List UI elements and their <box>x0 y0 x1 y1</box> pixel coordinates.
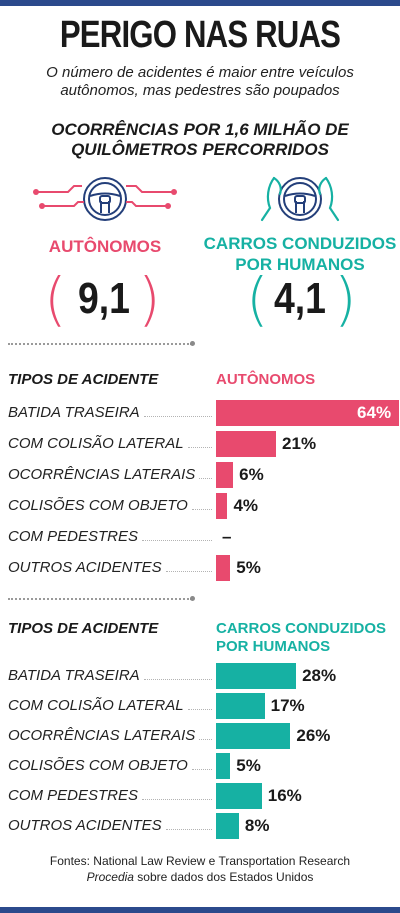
autonomous-leader-line <box>199 478 212 479</box>
autonomous-value-label: 21% <box>282 434 317 453</box>
human-category-label: COLISÕES COM OBJETO <box>8 757 188 774</box>
human-row: OCORRÊNCIAS LATERAIS 26% <box>8 723 400 749</box>
human-row: BATIDA TRASEIRA 28% <box>8 663 400 689</box>
autonomous-row: BATIDA TRASEIRA 64% <box>8 400 400 426</box>
human-bar <box>216 663 297 689</box>
right-bracket-autonomous: ) <box>138 265 161 333</box>
human-row: OUTROS ACIDENTES 8% <box>8 813 400 839</box>
human-category-label: COM COLISÃO LATERAL <box>8 697 184 714</box>
right-bracket-human: ) <box>334 265 357 333</box>
autonomous-bar <box>216 555 231 581</box>
autonomous-leader-line <box>191 509 212 510</box>
autonomous-category-label: BATIDA TRASEIRA <box>8 404 140 421</box>
human-value-label: 26% <box>296 726 331 745</box>
autonomous-category-label: COM COLISÃO LATERAL <box>8 435 184 452</box>
human-category-label: COM PEDESTRES <box>8 787 139 804</box>
section-2-series-label: CARROS CONDUZIDOS POR HUMANOS <box>216 620 387 655</box>
section-1-header: TIPOS DE ACIDENTE <box>8 371 159 388</box>
autonomous-leader-line <box>187 447 212 448</box>
separator-2-dot <box>190 596 195 601</box>
human-value-label: 16% <box>267 786 302 805</box>
human-row: COLISÕES COM OBJETO 5% <box>8 753 400 779</box>
autonomous-leader-line <box>143 416 212 417</box>
source-detail: sobre dados dos Estados Unidos <box>137 870 314 884</box>
human-value-label: 17% <box>270 696 305 715</box>
human-leader-line <box>165 829 212 830</box>
human-bar <box>216 723 291 749</box>
human-leader-line <box>199 739 212 740</box>
human-value-label: 8% <box>244 816 270 835</box>
separator-2 <box>8 598 192 600</box>
autonomous-category-label: OUTROS ACIDENTES <box>8 559 162 576</box>
autonomous-value-label: 4% <box>233 496 259 515</box>
left-bracket-autonomous: ( <box>44 265 67 333</box>
human-bar <box>216 783 262 809</box>
chart-subtitle: O número de acidentes é maior entre veíc… <box>46 64 354 99</box>
autonomous-rate-value: 9,1 <box>77 274 130 323</box>
steering-wheel-hands-icon <box>260 176 340 222</box>
autonomous-category-label: AUTÔNOMOS <box>48 237 162 256</box>
autonomous-bar <box>216 400 400 426</box>
left-bracket-human: ( <box>246 265 269 333</box>
source-footnote: Fontes: National Law Review e Transporta… <box>10 853 390 885</box>
autonomous-category-label: COLISÕES COM OBJETO <box>8 497 188 514</box>
autonomous-category-label: OCORRÊNCIAS LATERAIS <box>8 466 196 483</box>
autonomous-row: OUTROS ACIDENTES 5% <box>8 555 400 581</box>
autonomous-row: COLISÕES COM OBJETO 4% <box>8 493 400 519</box>
autonomous-row: OCORRÊNCIAS LATERAIS 6% <box>8 462 400 488</box>
human-row: COM COLISÃO LATERAL 17% <box>8 693 400 719</box>
separator-1-dot <box>190 341 195 346</box>
autonomous-leader-line <box>165 571 212 572</box>
top-frame-bar <box>0 0 400 6</box>
human-value-label: 28% <box>302 666 337 685</box>
human-category-label: OCORRÊNCIAS LATERAIS <box>8 727 196 744</box>
steering-wheel-circuit-icon <box>33 177 177 221</box>
section-2-header: TIPOS DE ACIDENTE <box>8 620 159 637</box>
autonomous-row: COM PEDESTRES – <box>8 524 400 550</box>
autonomous-bar <box>216 431 277 457</box>
autonomous-value-label: 64% <box>357 403 392 422</box>
human-bar <box>216 753 231 779</box>
human-bar <box>216 693 265 719</box>
autonomous-bar <box>216 462 234 488</box>
human-category-label: CARROS CONDUZIDOS POR HUMANOS <box>203 234 397 274</box>
autonomous-value-label: 5% <box>236 558 261 577</box>
chart-title: PERIGO NAS RUAS <box>59 14 341 56</box>
human-category-label: BATIDA TRASEIRA <box>8 667 140 684</box>
human-leader-line <box>142 799 212 800</box>
bottom-frame-bar <box>0 907 400 913</box>
autonomous-leader-line <box>142 540 212 541</box>
source-line-1: Fontes: National Law Review e Transporta… <box>49 854 351 868</box>
autonomous-value-label: 6% <box>239 465 264 484</box>
source-journal: Procedia <box>86 870 138 884</box>
human-category-label: OUTROS ACIDENTES <box>8 817 162 834</box>
autonomous-row: COM COLISÃO LATERAL 21% <box>8 431 400 457</box>
measure-heading: OCORRÊNCIAS POR 1,6 MILHÃO DE QUILÔMETRO… <box>51 120 349 159</box>
human-row: COM PEDESTRES 16% <box>8 783 400 809</box>
human-rate-value: 4,1 <box>273 274 326 323</box>
section-1-series-label: AUTÔNOMOS <box>216 371 316 388</box>
separator-1 <box>8 343 192 345</box>
source-line-2: Procedia sobre dados dos Estados Unidos <box>10 869 390 885</box>
autonomous-category-label: COM PEDESTRES <box>8 528 139 545</box>
human-value-label: 5% <box>236 756 261 775</box>
human-leader-line <box>143 679 212 680</box>
human-leader-line <box>187 709 212 710</box>
human-leader-line <box>191 769 212 770</box>
human-bar <box>216 813 239 839</box>
autonomous-bar <box>216 493 228 519</box>
autonomous-value-label: – <box>222 527 232 546</box>
